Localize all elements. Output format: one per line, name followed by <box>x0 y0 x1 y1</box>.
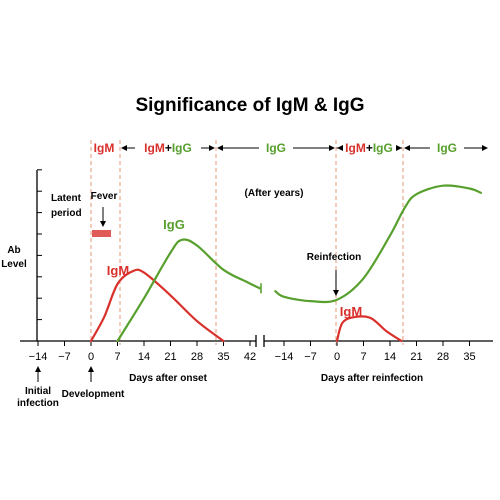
chart-title: Significance of IgM & IgG <box>135 95 364 116</box>
axes: Ab Level <box>1 169 493 347</box>
x-tick-label: 7 <box>114 351 120 363</box>
band-arrow-left <box>121 145 127 151</box>
igm-curve <box>335 315 403 343</box>
initial-infection-label: Initial infection <box>17 386 59 409</box>
reinfection-label: Reinfection <box>307 252 361 263</box>
band-arrow-left <box>217 145 223 151</box>
phase-band-label: IgG <box>437 141 457 155</box>
phase-band: IgM+IgG <box>336 141 402 155</box>
series-curves: IgM IgG IgM <box>89 184 482 343</box>
igg-curve-label: IgG <box>163 217 185 232</box>
x-tick-label: 0 <box>334 351 340 363</box>
after-years-label: (After years) <box>245 188 304 199</box>
x-tick-label: 35 <box>217 351 229 363</box>
y-axis-label: Ab Level <box>1 245 27 270</box>
x-axis-label-secondary: Days after reinfection <box>321 373 423 384</box>
band-arrow-right <box>482 145 488 151</box>
x-tick-label: 0 <box>88 351 94 363</box>
x-tick-label: 35 <box>463 351 475 363</box>
fever-arrow-head <box>100 221 106 227</box>
phase-band-label: IgM+IgG <box>144 141 192 155</box>
band-arrow-right <box>209 145 215 151</box>
x-tick-label: 14 <box>138 351 150 363</box>
x-tick-label: 28 <box>191 351 203 363</box>
phase-band-label: IgG <box>266 141 286 155</box>
x-tick-label: −7 <box>58 351 71 363</box>
x-tick-label: 28 <box>437 351 449 363</box>
x-tick-label: 42 <box>244 351 256 363</box>
initial-infection-arrow-head <box>35 366 41 372</box>
band-arrow-left <box>404 145 410 151</box>
annotations: Latent period Fever (After years) Reinfectio… <box>17 188 361 409</box>
phase-band-row: IgM IgM+IgG IgG IgM+IgG IgG <box>94 141 488 155</box>
band-arrow-right <box>396 145 402 151</box>
x-tick-label: 14 <box>384 351 396 363</box>
fever-bar <box>92 230 111 237</box>
band-arrow-left <box>337 145 343 151</box>
development-arrow-head <box>88 366 94 372</box>
phase-dividers <box>90 140 404 345</box>
x-tick-label: 21 <box>164 351 176 363</box>
reinfection-arrow-head <box>333 290 339 296</box>
x-tick-label: −7 <box>304 351 317 363</box>
igm-curve-label: IgM <box>107 263 129 278</box>
x-tick-label: −14 <box>275 351 294 363</box>
fever-label: Fever <box>91 191 118 202</box>
x-tick-label: 21 <box>410 351 422 363</box>
phase-band-label: IgM+IgG <box>345 141 393 155</box>
phase-band: IgG <box>404 141 488 155</box>
phase-band-label: IgM <box>94 141 115 155</box>
igm-reinfection-label: IgM <box>340 304 362 319</box>
igm-curve <box>89 268 225 343</box>
x-tick-label: −14 <box>29 351 48 363</box>
phase-band: IgG <box>217 141 335 155</box>
development-label: Development <box>62 389 125 400</box>
phase-band: IgM+IgG <box>121 141 215 155</box>
x-tick-label: 7 <box>360 351 366 363</box>
x-axis-label-primary: Days after onset <box>129 373 207 384</box>
phase-band: IgM <box>94 141 115 155</box>
latent-period-label: Latent period <box>51 193 82 219</box>
band-arrow-right <box>329 145 335 151</box>
igg-curve <box>116 238 261 343</box>
tick-labels: −14 −7 0 7 14 21 28 35 42 −14 −7 0 7 14 21 28 35 Days aft… <box>29 341 476 384</box>
igg-curve <box>274 184 482 304</box>
